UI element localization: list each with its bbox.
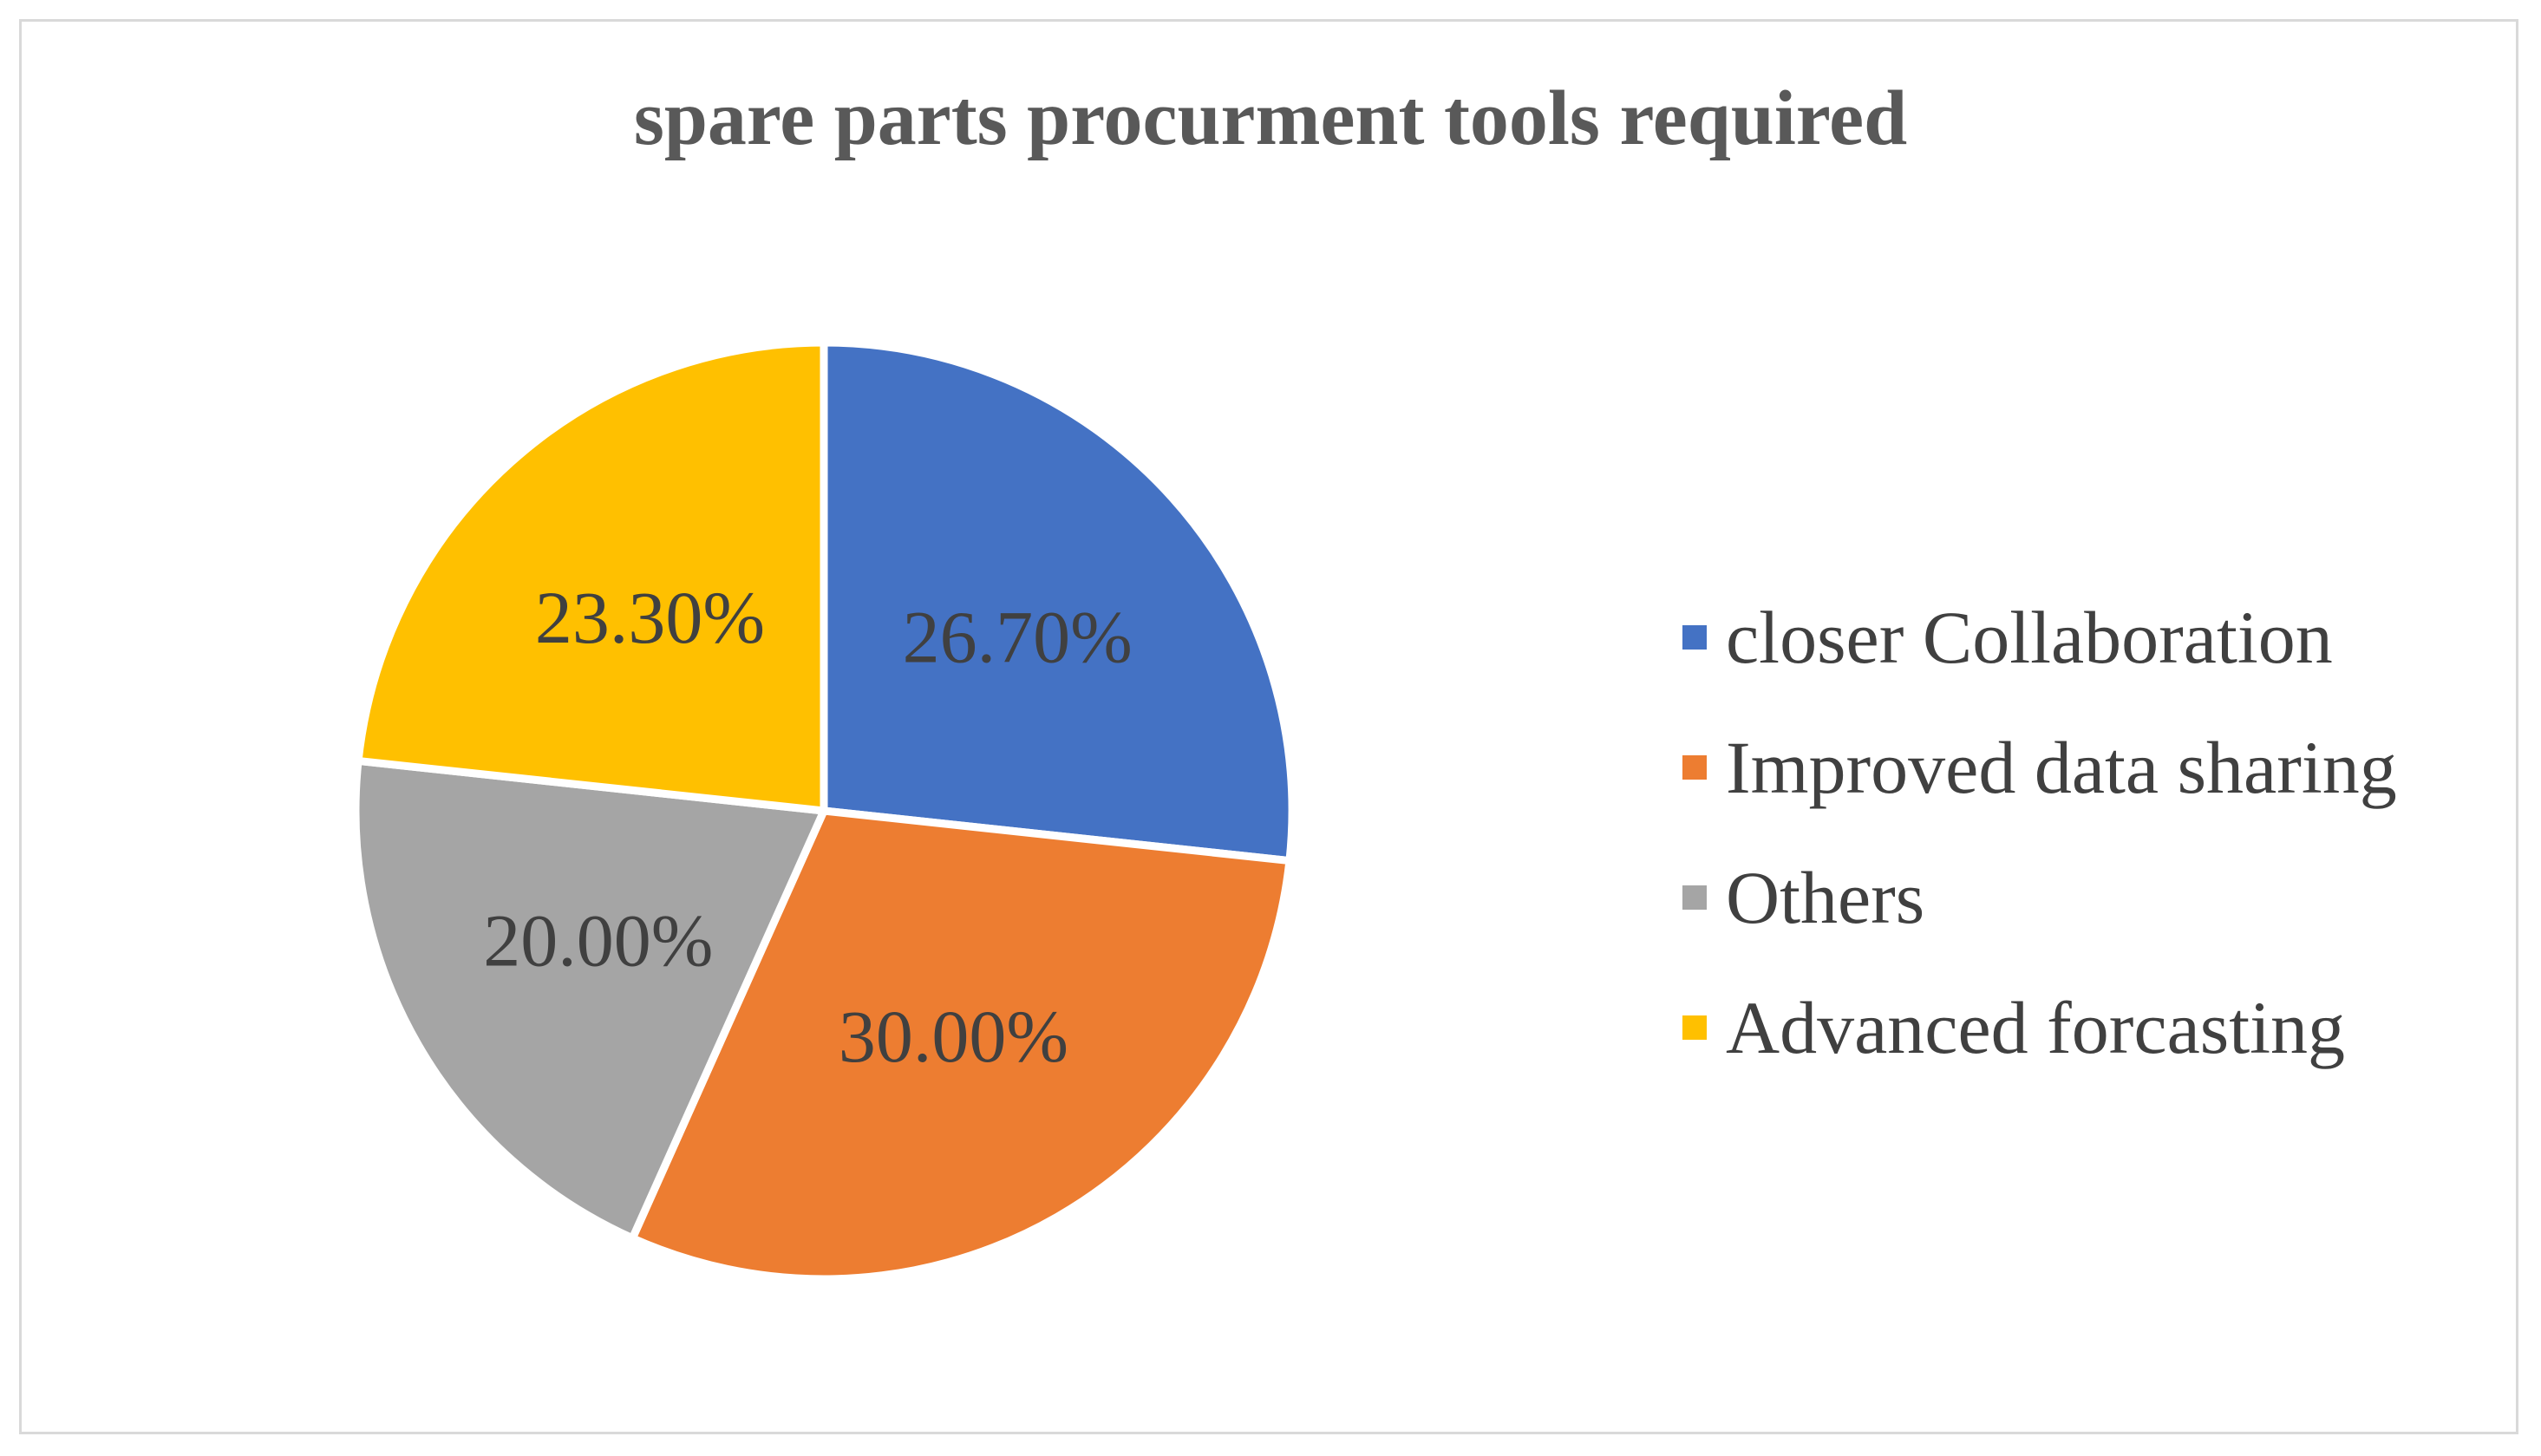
chart-legend: closer Collaboration Improved data sharin…: [1682, 572, 2397, 1093]
pie-slice-improved-data-sharing: [627, 806, 1294, 1283]
pie-slice-others: [351, 756, 830, 1244]
pie-slice-closer-collaboration: [820, 338, 1297, 865]
legend-label: Advanced forcasting: [1726, 986, 2345, 1069]
legend-swatch: [1682, 625, 1707, 650]
data-label-advanced-forcasting: 23.30%: [535, 576, 765, 659]
legend-label: closer Collaboration: [1726, 596, 2333, 679]
pie-slice-advanced-forcasting: [354, 338, 828, 816]
legend-swatch: [1682, 1015, 1707, 1040]
data-label-others: 20.00%: [483, 898, 713, 982]
legend-item-others: Others: [1682, 832, 2397, 963]
legend-item-improved-data-sharing: Improved data sharing: [1682, 702, 2397, 832]
legend-label: Others: [1726, 856, 1925, 939]
chart-title: spare parts procurment tools required: [633, 75, 1908, 161]
legend-swatch: [1682, 755, 1707, 780]
legend-item-advanced-forcasting: Advanced forcasting: [1682, 963, 2397, 1093]
legend-swatch: [1682, 885, 1707, 910]
legend-label: Improved data sharing: [1726, 726, 2397, 809]
legend-item-closer-collaboration: closer Collaboration: [1682, 572, 2397, 702]
data-label-closer-collaboration: 26.70%: [903, 595, 1133, 678]
data-label-improved-data-sharing: 30.00%: [839, 995, 1068, 1078]
